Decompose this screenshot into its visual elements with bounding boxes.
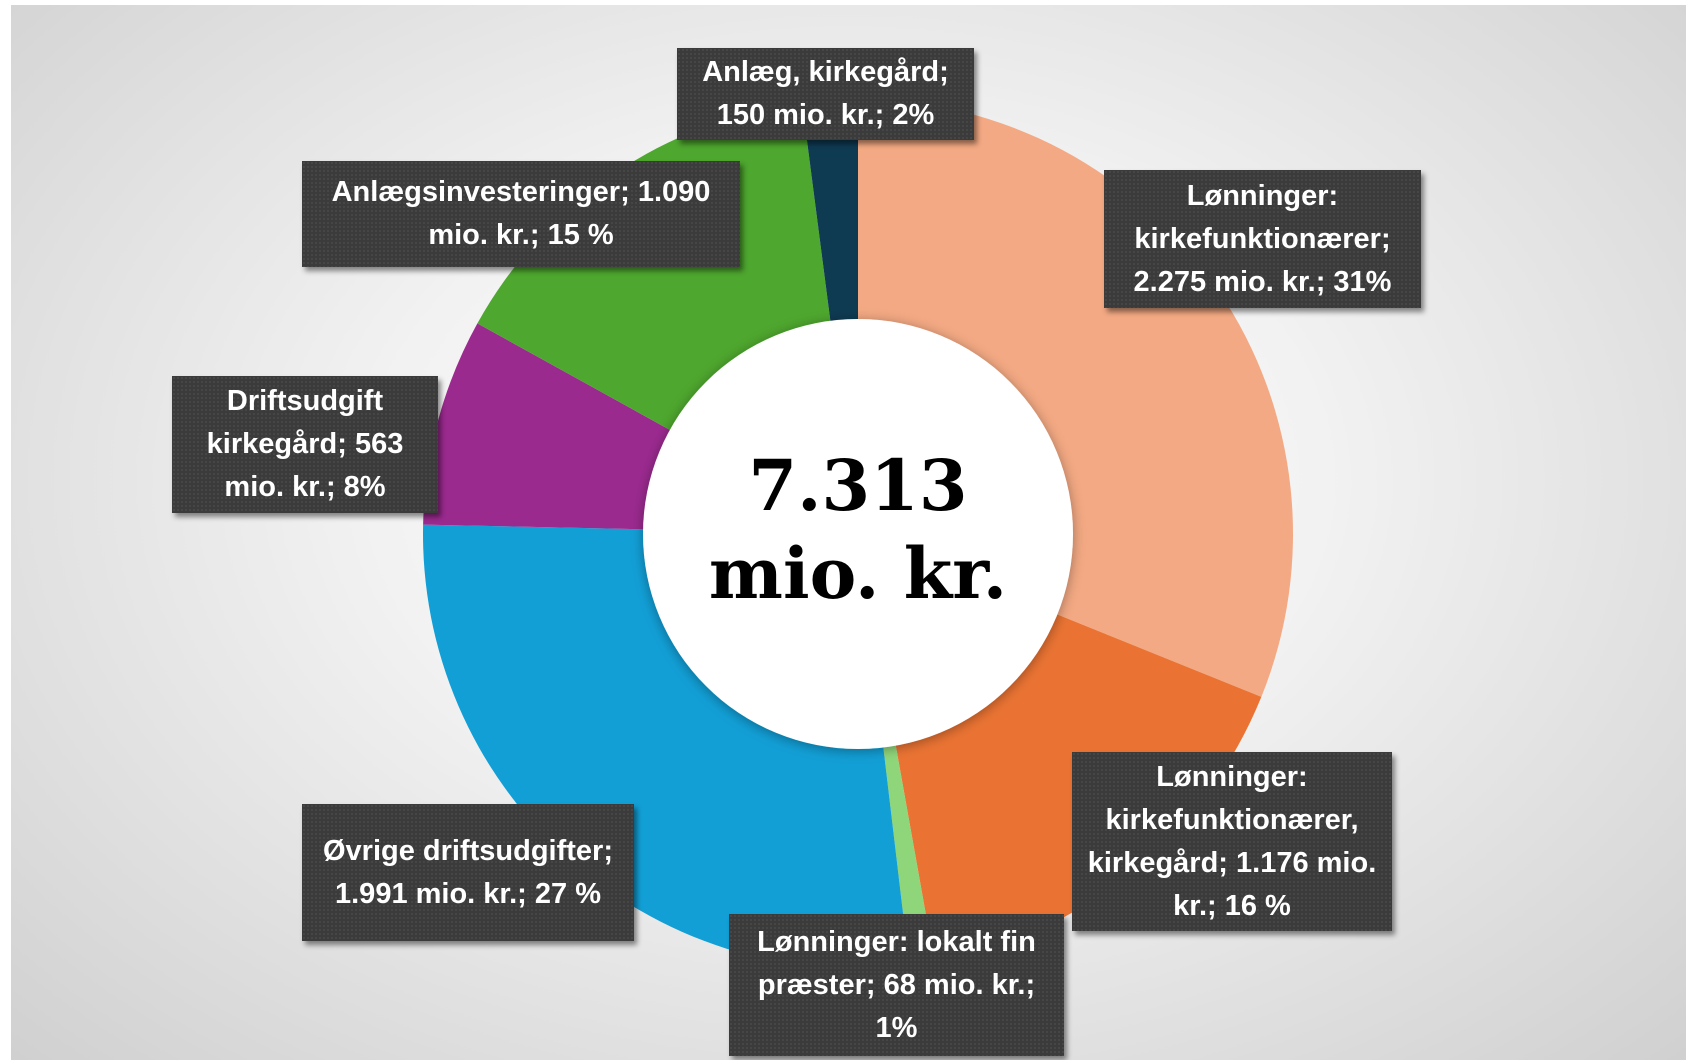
value-label: 68 mio. kr.; 1% bbox=[875, 968, 1036, 1044]
value-label: 1.090 mio. kr.; 15 % bbox=[428, 176, 711, 251]
chart: 7.313 mio. kr. Lønninger: kirkefunktionæ… bbox=[11, 5, 1686, 1060]
category-label: Lønninger: lokalt fin præster; bbox=[757, 925, 1036, 1001]
value-label: 1.176 mio. kr.; 16 % bbox=[1173, 846, 1377, 922]
value-label: 1.991 mio. kr.; 27 % bbox=[335, 877, 601, 910]
data-label: Driftsudgift kirkegård; 563 mio. kr.; 8% bbox=[172, 376, 438, 513]
category-label: Lønninger: kirkefunktionærer; bbox=[1134, 179, 1391, 255]
donut-hole bbox=[643, 319, 1073, 749]
value-label: 2.275 mio. kr.; 31% bbox=[1133, 265, 1392, 298]
data-label: Lønninger: kirkefunktionærer, kirkegård;… bbox=[1072, 752, 1392, 931]
category-label: Driftsudgift kirkegård; bbox=[206, 385, 384, 460]
value-label: 150 mio. kr.; 2% bbox=[716, 99, 935, 131]
category-label: Anlæg, kirkegård; bbox=[702, 56, 949, 88]
data-label: Lønninger: kirkefunktionærer; 2.275 mio.… bbox=[1104, 170, 1421, 308]
category-label: Lønninger: kirkefunktionærer, kirkegård; bbox=[1087, 760, 1359, 879]
data-label: Øvrige driftsudgifter; 1.991 mio. kr.; 2… bbox=[302, 804, 634, 941]
data-label: Lønninger: lokalt fin præster; 68 mio. k… bbox=[729, 914, 1064, 1056]
category-label: Øvrige driftsudgifter; bbox=[322, 834, 613, 867]
data-label: Anlæg, kirkegård; 150 mio. kr.; 2% bbox=[677, 48, 974, 140]
category-label: Anlægsinvesteringer; bbox=[331, 176, 630, 208]
value-label: 563 mio. kr.; 8% bbox=[224, 428, 404, 503]
data-label: Anlægsinvesteringer; 1.090 mio. kr.; 15 … bbox=[302, 161, 740, 267]
center-label: 7.313 mio. kr. bbox=[708, 444, 1008, 615]
